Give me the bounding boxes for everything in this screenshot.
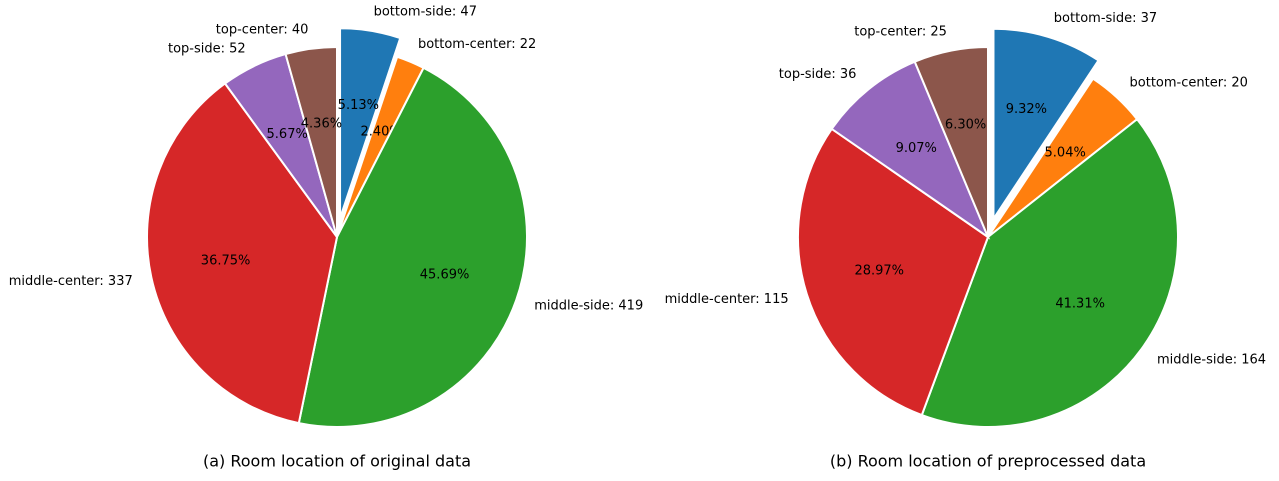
pie-slice bbox=[297, 66, 528, 428]
pie-slice bbox=[992, 27, 1100, 223]
percent-label: 6.30% bbox=[945, 118, 986, 133]
pie-slice bbox=[797, 127, 990, 417]
pie-slice bbox=[284, 45, 338, 238]
slice-label: top-side: 36 bbox=[779, 67, 857, 82]
slice-label: top-center: 25 bbox=[854, 25, 947, 40]
pie-slice bbox=[146, 82, 339, 425]
slice-label: bottom-center: 20 bbox=[1130, 76, 1248, 91]
slice-label: top-side: 52 bbox=[168, 41, 246, 56]
pie-slice bbox=[830, 60, 991, 240]
slice-label: bottom-side: 47 bbox=[374, 4, 477, 19]
slice-label: bottom-center: 22 bbox=[418, 37, 536, 52]
percent-label: 9.32% bbox=[1006, 102, 1047, 117]
pie-slice bbox=[920, 117, 1179, 428]
slice-label: middle-center: 337 bbox=[9, 274, 133, 289]
slice-label: middle-center: 115 bbox=[665, 292, 789, 307]
slice-label: bottom-side: 37 bbox=[1054, 11, 1157, 26]
percent-label: 5.04% bbox=[1045, 146, 1086, 161]
percent-label: 28.97% bbox=[854, 264, 904, 279]
percent-label: 4.36% bbox=[301, 117, 342, 132]
chart-title: (b) Room location of preprocessed data bbox=[830, 452, 1146, 471]
percent-label: 41.31% bbox=[1055, 297, 1105, 312]
percent-label: 9.07% bbox=[896, 141, 937, 156]
slice-label: top-center: 40 bbox=[216, 22, 309, 37]
pie-slice bbox=[913, 45, 989, 238]
pie-slice bbox=[339, 27, 402, 219]
chart-title: (a) Room location of original data bbox=[203, 452, 471, 471]
percent-label: 5.13% bbox=[338, 98, 379, 113]
percent-label: 5.67% bbox=[267, 127, 308, 142]
percent-label: 36.75% bbox=[201, 254, 251, 269]
slice-label: middle-side: 164 bbox=[1157, 352, 1266, 367]
percent-label: 45.69% bbox=[420, 267, 470, 282]
slice-label: middle-side: 419 bbox=[534, 299, 643, 314]
